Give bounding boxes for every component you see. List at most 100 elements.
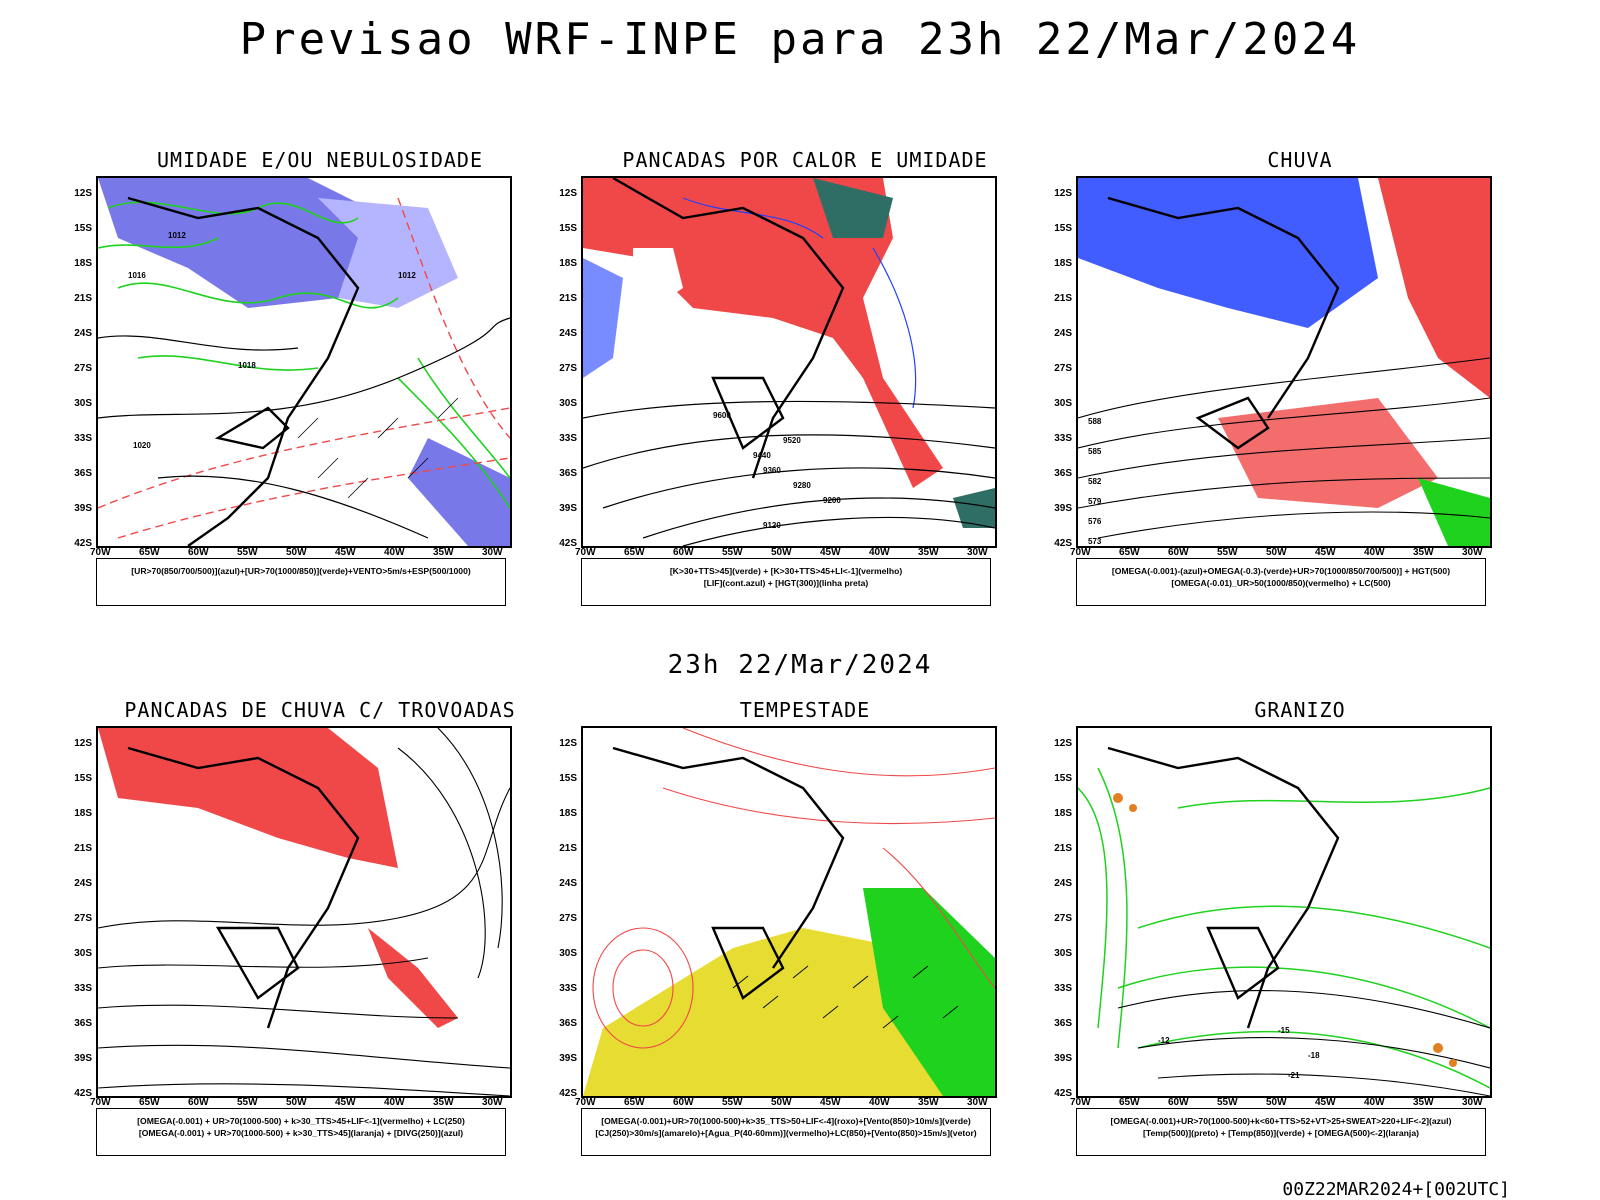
lat-tick-label: 15S [559, 773, 577, 784]
isobar-label: 1012 [168, 231, 186, 240]
run-timestamp: 00Z22MAR2024+[002UTC] [1282, 1179, 1510, 1200]
water-contours [592, 728, 995, 1049]
country-borders [127, 196, 360, 546]
lon-tick-label: 50W [771, 1097, 792, 1108]
lat-tick-label: 21S [559, 843, 577, 854]
lon-tick-label: 70W [90, 1097, 111, 1108]
panel-title: GRANIZO [1254, 698, 1346, 722]
hgt-label: 9200 [823, 496, 841, 505]
lon-tick-label: 45W [335, 547, 356, 558]
lat-tick-label: 33S [74, 433, 92, 444]
hgt-label: 9600 [713, 411, 731, 420]
lat-tick-label: 36S [74, 468, 92, 479]
lon-tick-label: 45W [1315, 547, 1336, 558]
country-borders [1107, 196, 1340, 450]
legend-hail: [OMEGA(-0.001)+UR>70(1000-500)+k<60+TTS>… [1076, 1108, 1486, 1156]
lat-tick-label: 42S [1054, 1088, 1072, 1099]
legend-rain: [OMEGA(-0.001)-(azul)+OMEGA(-0.3)-(verde… [1076, 558, 1486, 606]
hgt-label: 576 [1088, 517, 1102, 526]
lon-tick-label: 45W [820, 547, 841, 558]
main-title: Previsao WRF-INPE para 23h 22/Mar/2024 [239, 14, 1361, 65]
lat-tick-label: 27S [74, 363, 92, 374]
panel-title: PANCADAS DE CHUVA C/ TROVOADAS [124, 698, 516, 722]
lon-tick-label: 35W [433, 547, 454, 558]
panel-title: UMIDADE E/OU NEBULOSIDADE [156, 148, 484, 172]
lat-tick-label: 27S [559, 913, 577, 924]
lon-tick-label: 30W [1462, 547, 1483, 558]
lon-tick-label: 65W [624, 547, 645, 558]
lat-tick-label: 27S [1054, 913, 1072, 924]
lat-tick-label: 18S [1054, 258, 1072, 269]
lat-tick-label: 24S [1054, 328, 1072, 339]
temp-label: -15 [1278, 1026, 1290, 1035]
valid-time-title: 23h 22/Mar/2024 [667, 650, 933, 680]
hgt-label: 579 [1088, 497, 1102, 506]
lat-tick-label: 30S [559, 398, 577, 409]
map-humidity: 1012 1016 1020 1012 1018 [96, 176, 512, 548]
lon-tick-label: 70W [1070, 547, 1091, 558]
lon-tick-label: 55W [237, 547, 258, 558]
red-coastal-strip [368, 928, 458, 1028]
lat-tick-label: 18S [559, 258, 577, 269]
lon-tick-label: 30W [1462, 1097, 1483, 1108]
lat-tick-label: 33S [74, 983, 92, 994]
lat-tick-label: 33S [559, 433, 577, 444]
hgt-label: 582 [1088, 477, 1102, 486]
lon-tick-label: 65W [1119, 547, 1140, 558]
lat-tick-label: 39S [74, 503, 92, 514]
temp-label: -12 [1158, 1036, 1170, 1045]
lat-tick-label: 15S [1054, 773, 1072, 784]
legend-humidity: [UR>70(850/700/500)](azul)+[UR>70(1000/8… [96, 558, 506, 606]
pressure-isobars [98, 317, 510, 539]
lon-tick-label: 65W [1119, 1097, 1140, 1108]
wind-vectors [732, 965, 959, 1029]
lat-tick-label: 24S [74, 328, 92, 339]
lat-tick-label: 39S [559, 1053, 577, 1064]
lat-tick-label: 24S [559, 878, 577, 889]
lat-tick-label: 42S [74, 1088, 92, 1099]
lat-tick-label: 27S [74, 913, 92, 924]
lon-tick-label: 30W [482, 1097, 503, 1108]
panel-title: CHUVA [1267, 148, 1333, 172]
lat-tick-label: 21S [1054, 843, 1072, 854]
lon-tick-label: 40W [1364, 1097, 1385, 1108]
lon-tick-label: 40W [869, 1097, 890, 1108]
lon-tick-label: 45W [335, 1097, 356, 1108]
lon-tick-label: 30W [967, 1097, 988, 1108]
map-hail: -12 -15 -18 -21 [1076, 726, 1492, 1098]
lon-tick-label: 40W [869, 547, 890, 558]
lat-tick-label: 33S [559, 983, 577, 994]
hgt-contours [583, 400, 995, 546]
hgt-label: 9360 [763, 466, 781, 475]
green-wind-area [863, 888, 995, 1096]
lat-tick-label: 12S [1054, 738, 1072, 749]
lon-tick-label: 70W [575, 547, 596, 558]
lat-tick-label: 12S [559, 188, 577, 199]
map-rain: 588 585 582 579 576 573 [1076, 176, 1492, 548]
lat-tick-label: 30S [1054, 398, 1072, 409]
lat-tick-label: 27S [1054, 363, 1072, 374]
lon-tick-label: 55W [237, 1097, 258, 1108]
temp-label: -18 [1308, 1051, 1320, 1060]
streamlines [98, 728, 510, 1096]
hgt500-contours [1078, 357, 1490, 539]
lat-tick-label: 42S [1054, 538, 1072, 549]
lon-tick-label: 35W [918, 547, 939, 558]
lon-tick-label: 30W [482, 547, 503, 558]
lat-tick-label: 36S [559, 1018, 577, 1029]
lat-tick-label: 42S [559, 538, 577, 549]
hgt-label: 9280 [793, 481, 811, 490]
lon-tick-label: 60W [673, 547, 694, 558]
temp500-contours [1117, 990, 1490, 1096]
hgt-label: 9520 [783, 436, 801, 445]
lat-tick-label: 12S [74, 738, 92, 749]
panel-rain: CHUVA 588 585 582 579 576 [1040, 148, 1560, 628]
lon-tick-label: 35W [918, 1097, 939, 1108]
lon-tick-label: 65W [139, 547, 160, 558]
lat-tick-label: 21S [74, 843, 92, 854]
lat-tick-label: 12S [74, 188, 92, 199]
lon-tick-label: 50W [1266, 1097, 1287, 1108]
lat-tick-label: 36S [1054, 468, 1072, 479]
lat-tick-label: 42S [559, 1088, 577, 1099]
lat-tick-label: 27S [559, 363, 577, 374]
